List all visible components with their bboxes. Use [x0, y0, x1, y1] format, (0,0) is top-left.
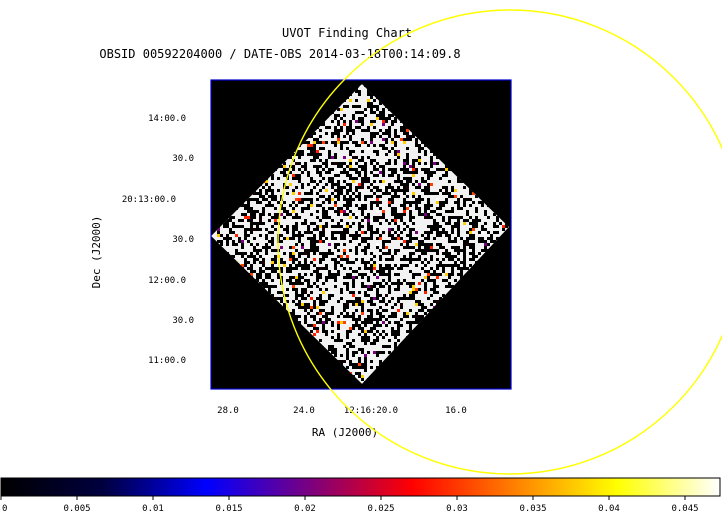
- colorbar-tick-label: 0.005: [63, 504, 90, 514]
- dec-ticks: 14:00.0 30.0 20:13:00.0 30.0 12:00.0 30.…: [122, 114, 194, 366]
- image-panel: [210, 79, 512, 390]
- ra-ticks: 28.0 24.0 12:16:20.0 16.0: [217, 406, 467, 416]
- ra-axis-label: RA (J2000): [312, 426, 378, 439]
- ra-tick-label: 24.0: [293, 406, 315, 416]
- chart-subtitle: OBSID 00592204000 / DATE-OBS 2014-03-18T…: [99, 47, 460, 61]
- colorbar-tick-label: 0.01: [142, 504, 164, 514]
- colorbar-tick-label: 0.03: [446, 504, 468, 514]
- colorbar-tick-label: 0: [2, 504, 7, 514]
- ra-tick-label: 12:16:20.0: [344, 406, 398, 416]
- colorbar-strip: [0, 477, 721, 497]
- colorbar-tick-label: 0.025: [367, 504, 394, 514]
- region-circle: [277, 9, 722, 475]
- dec-tick-label: 14:00.0: [148, 114, 186, 124]
- dec-tick-label: 30.0: [172, 316, 194, 326]
- dec-tick-label: 30.0: [172, 154, 194, 164]
- colorbar-tick-label: 0.045: [671, 504, 698, 514]
- ra-tick-label: 16.0: [445, 406, 467, 416]
- colorbar: 0 0.005 0.01 0.015 0.02 0.025 0.03 0.035 0.04 0.0…: [0, 477, 721, 514]
- image-frame: [210, 79, 512, 390]
- colorbar-tick-label: 0.02: [294, 504, 316, 514]
- dec-tick-label: 20:13:00.0: [122, 195, 176, 205]
- colorbar-tick-label: 0.035: [519, 504, 546, 514]
- colorbar-tick-label: 0.015: [215, 504, 242, 514]
- dec-tick-label: 12:00.0: [148, 276, 186, 286]
- dec-tick-label: 30.0: [172, 235, 194, 245]
- colorbar-tick-label: 0.04: [598, 504, 620, 514]
- dec-tick-label: 11:00.0: [148, 356, 186, 366]
- chart-title: UVOT Finding Chart: [282, 26, 412, 40]
- dec-axis-label: Dec (J2000): [90, 216, 103, 289]
- ra-tick-label: 28.0: [217, 406, 239, 416]
